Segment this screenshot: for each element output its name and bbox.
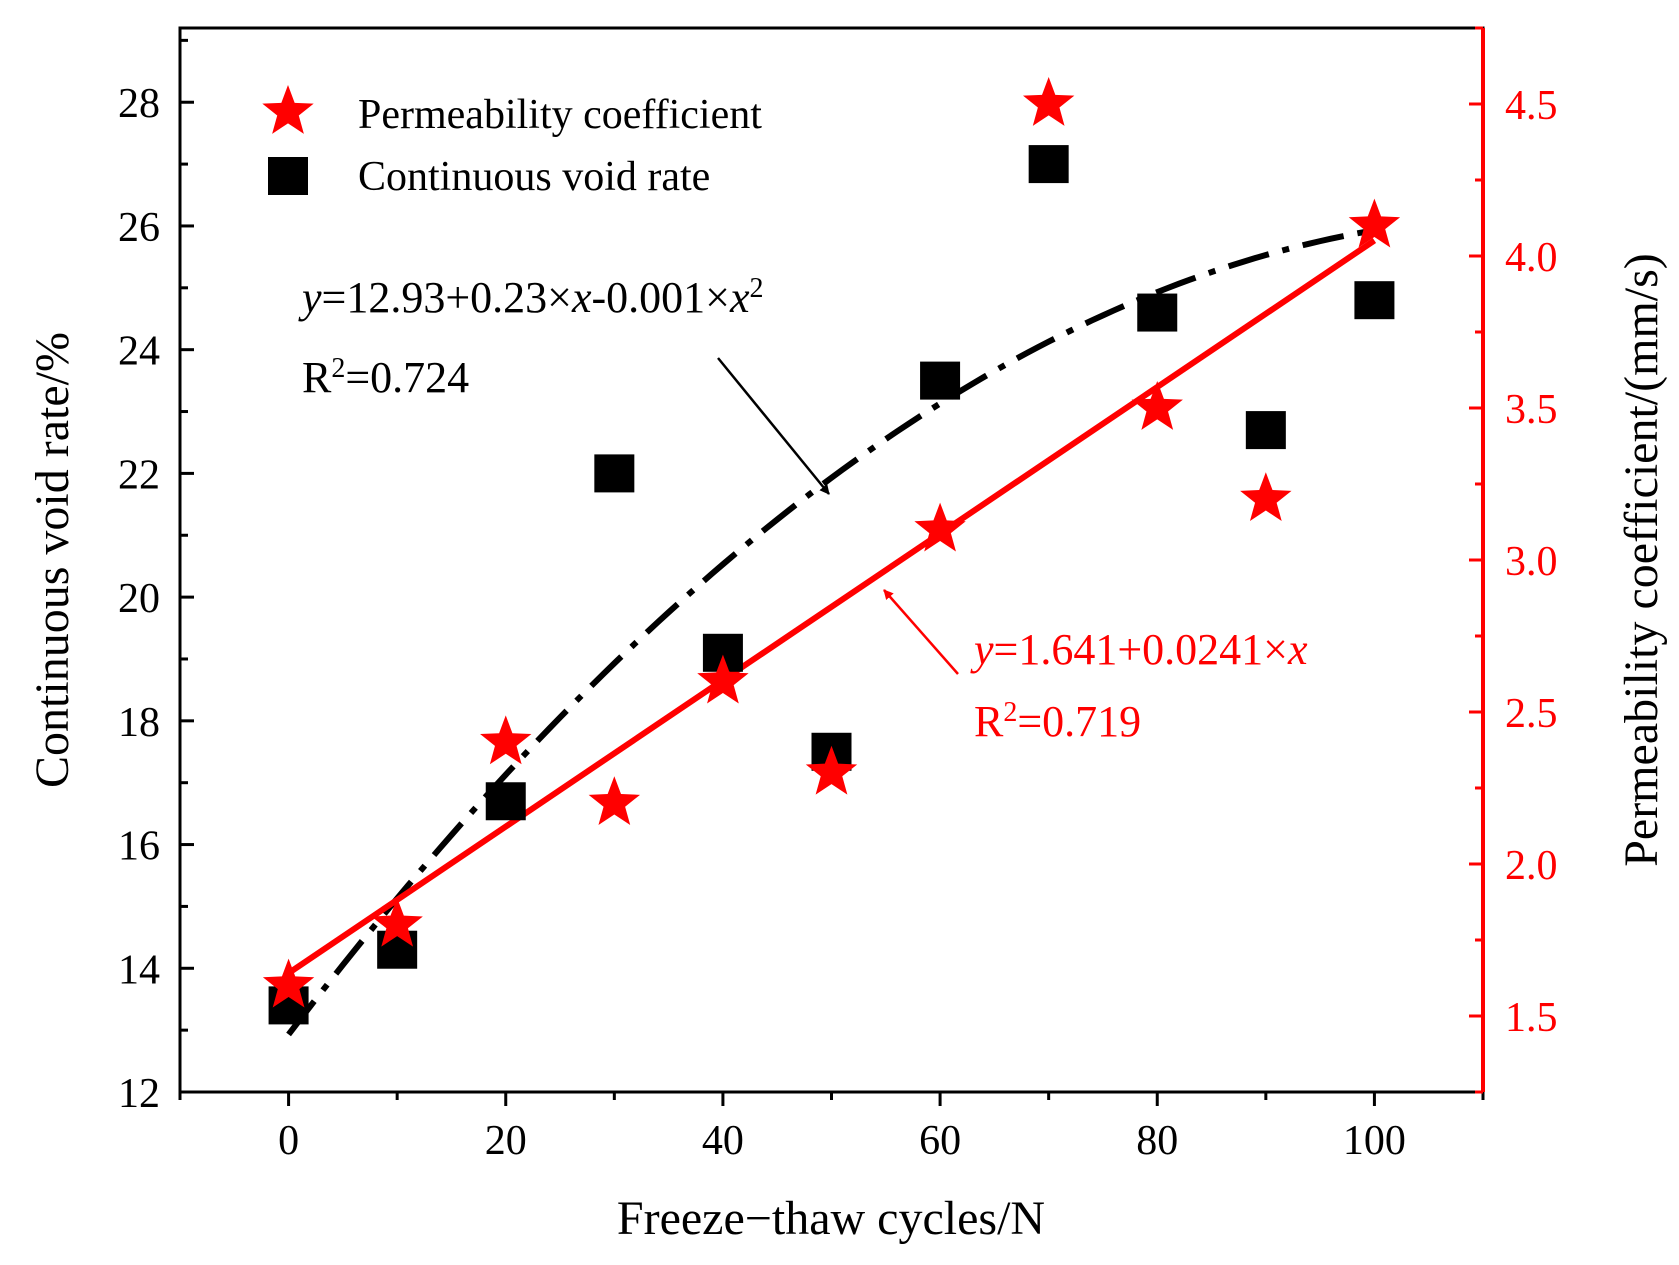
permeability-fit-annotation: y=1.641+0.0241×x R2=0.719 [883, 589, 1308, 747]
right-y-tick-label: 2.0 [1505, 843, 1558, 889]
void-rate-point [485, 782, 526, 821]
left-y-tick-label: 18 [118, 700, 160, 746]
legend-star-marker [262, 85, 314, 134]
x-tick-label: 40 [702, 1118, 744, 1164]
void-rate-annotation-arrow [717, 357, 830, 495]
left-y-tick-label: 20 [118, 576, 160, 622]
void-rate-fit-curve [286, 227, 1375, 1037]
legend: Permeability coefficient Continuous void… [262, 85, 762, 200]
legend-label-void-rate: Continuous void rate [358, 154, 710, 200]
x-tick-label: 0 [278, 1118, 299, 1164]
void-rate-point [1137, 293, 1178, 332]
void-rate-points [268, 145, 1395, 1025]
permeability-point [805, 745, 858, 795]
left-y-axis-ticks: 12 14 16 18 20 22 24 26 28 [118, 38, 194, 1117]
void-rate-point [920, 361, 961, 400]
left-y-tick-label: 26 [118, 205, 160, 251]
x-tick-label: 60 [919, 1118, 961, 1164]
void-rate-point [594, 454, 635, 493]
legend-square-marker [268, 157, 308, 195]
permeability-points [262, 77, 1401, 1008]
left-y-tick-label: 16 [118, 824, 160, 870]
permeability-point [914, 502, 966, 552]
permeability-point [697, 654, 749, 704]
permeability-point [1022, 77, 1075, 126]
right-y-tick-label: 4.0 [1505, 235, 1558, 281]
right-y-tick-label: 4.5 [1505, 83, 1558, 129]
permeability-point [1131, 381, 1183, 430]
right-y-axis-title: Permeability coefficient/(mm/s) [1615, 253, 1668, 867]
x-axis-ticks: 0 20 40 60 80 100 [178, 1092, 1485, 1164]
right-y-axis-ticks: 1.5 2.0 2.5 3.0 3.5 4.0 4.5 [1469, 26, 1558, 1094]
void-rate-fit-r2: R2=0.724 [302, 353, 469, 403]
permeability-annotation-arrow [883, 589, 959, 675]
permeability-point [588, 776, 641, 826]
right-y-tick-label: 2.5 [1505, 691, 1558, 737]
x-axis-title: Freeze−thaw cycles/N [617, 1192, 1045, 1245]
right-y-tick-label: 3.5 [1505, 387, 1558, 433]
void-rate-fit-annotation: y=12.93+0.23×x-0.001×x2 R2=0.724 [298, 273, 830, 495]
permeability-point [371, 897, 423, 947]
void-rate-point [1245, 411, 1286, 450]
void-rate-point [377, 930, 418, 969]
permeability-point [480, 715, 532, 765]
left-y-tick-label: 22 [118, 452, 160, 498]
left-y-tick-label: 28 [118, 81, 160, 127]
permeability-fit-line [286, 238, 1377, 976]
void-rate-point [1354, 281, 1395, 320]
void-rate-fit-equation: y=12.93+0.23×x-0.001×x2 [298, 273, 764, 323]
right-y-tick-label: 3.0 [1505, 539, 1558, 585]
left-y-tick-label: 24 [118, 329, 160, 375]
right-y-tick-label: 1.5 [1505, 995, 1558, 1041]
x-tick-label: 20 [485, 1118, 527, 1164]
x-tick-label: 80 [1136, 1118, 1178, 1164]
permeability-point [1348, 198, 1401, 248]
permeability-point [262, 958, 315, 1008]
permeability-fit-r2: R2=0.719 [974, 697, 1141, 747]
legend-label-permeability: Permeability coefficient [358, 92, 762, 138]
permeability-point [1240, 472, 1292, 522]
permeability-fit-equation: y=1.641+0.0241×x [970, 625, 1308, 674]
void-rate-point [1028, 145, 1069, 184]
left-y-tick-label: 14 [118, 947, 160, 993]
left-y-axis-title: Continuous void rate/% [26, 332, 79, 788]
x-tick-label: 100 [1343, 1118, 1406, 1164]
left-y-tick-label: 12 [118, 1071, 160, 1117]
